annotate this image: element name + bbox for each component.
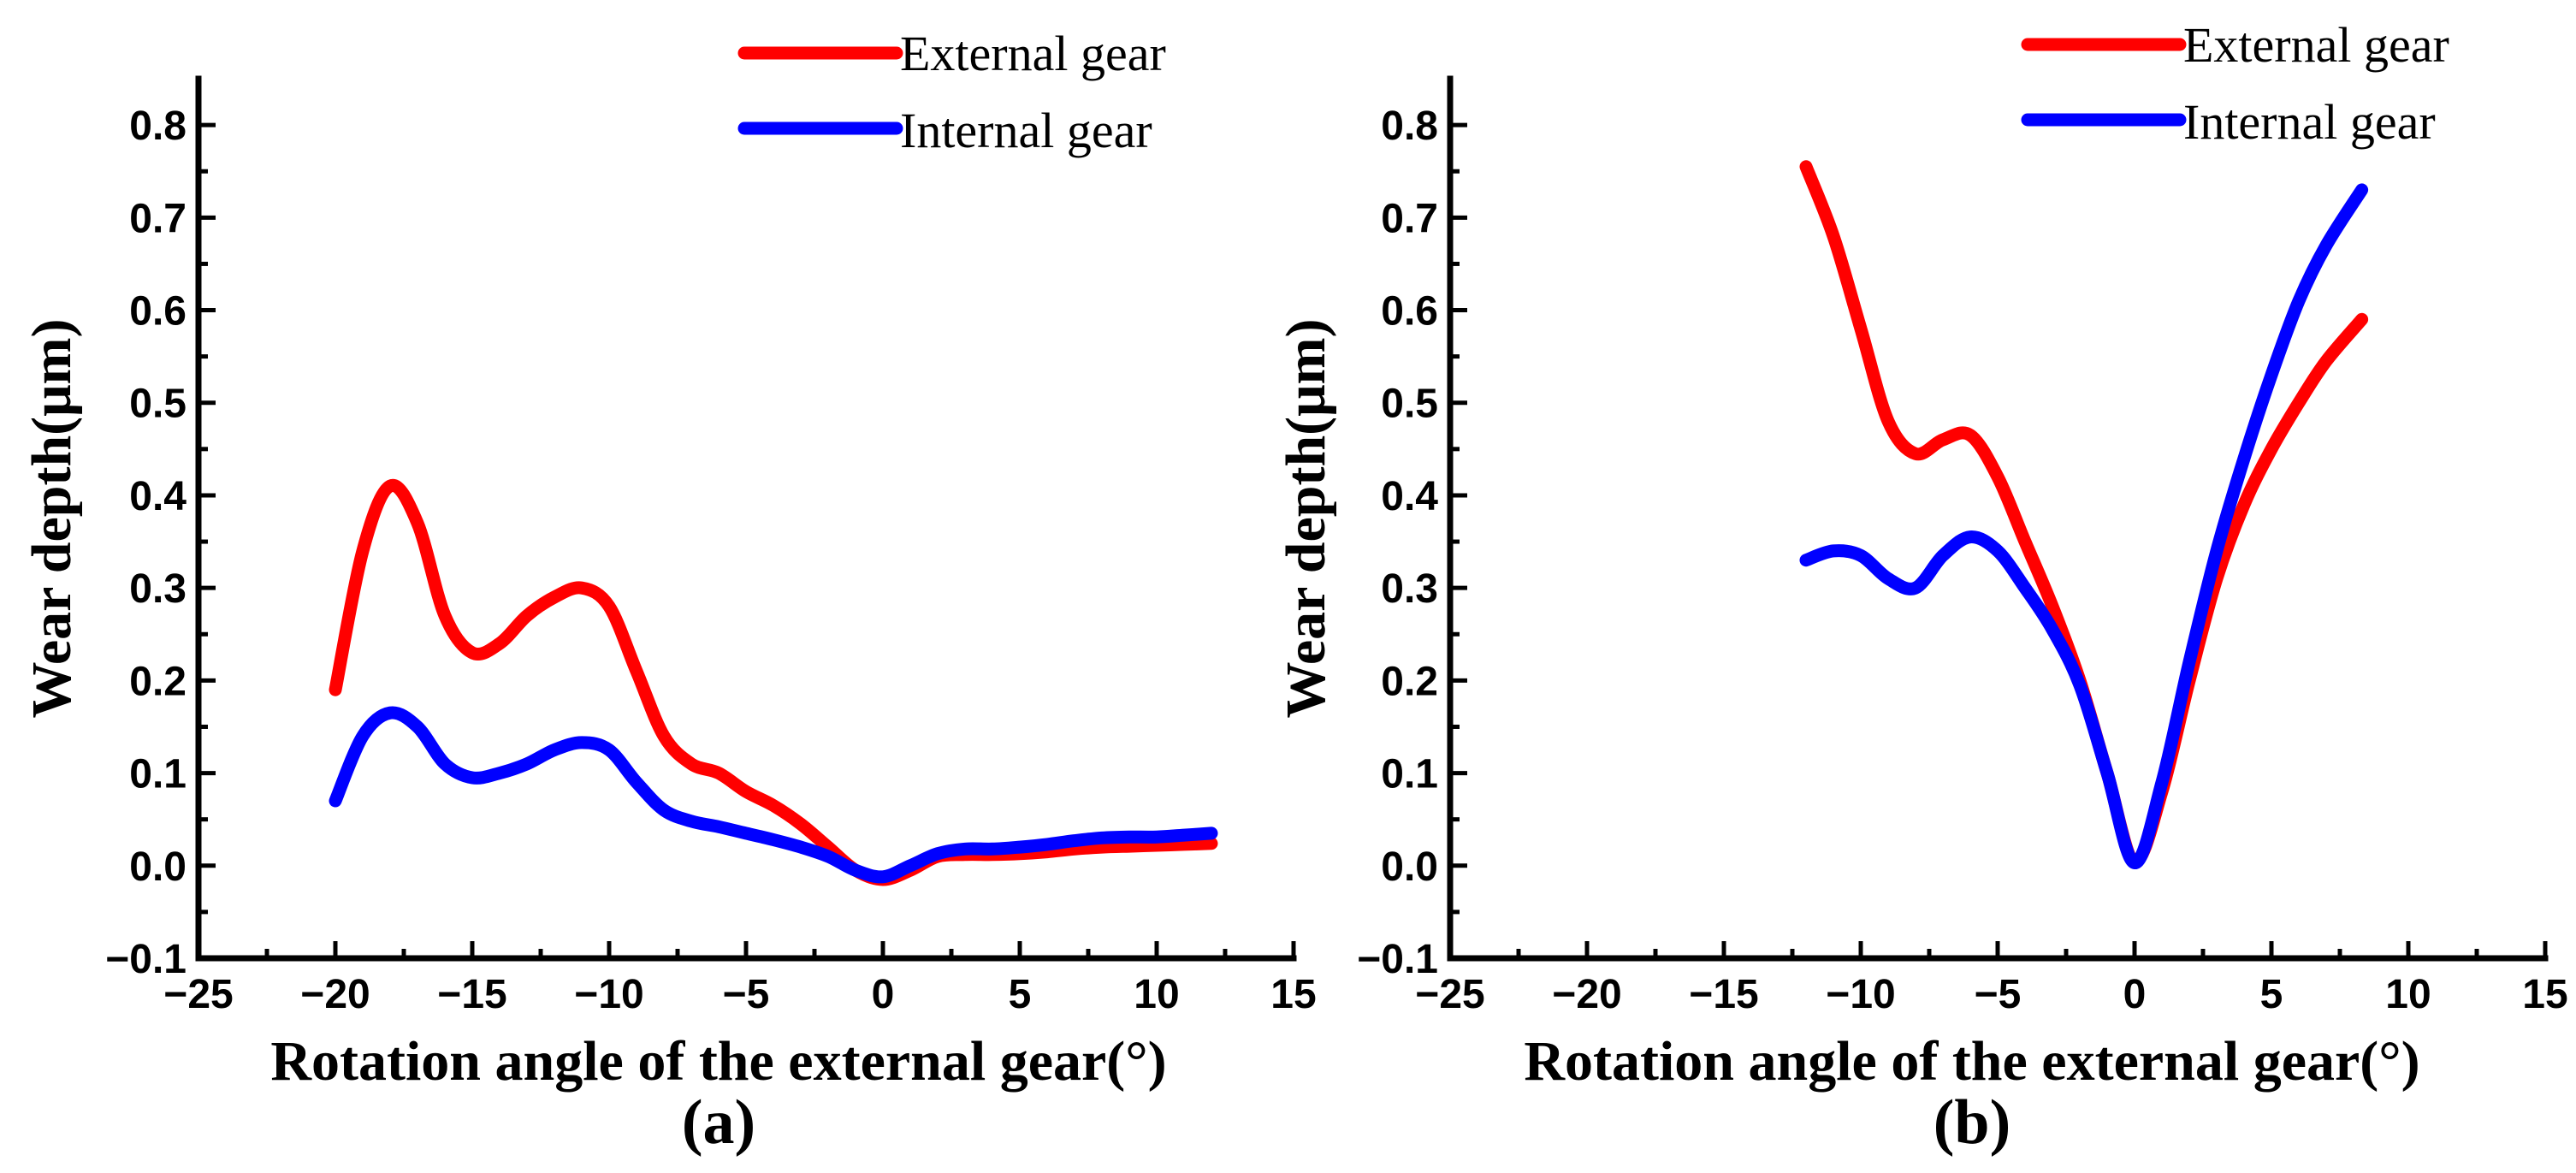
series-b bbox=[1799, 160, 2369, 869]
ticks-a: −25 −20 −15 −10 −5 0 5 10 15 −0.1 0.0 0.1 0.2 0.3 0.4 0… bbox=[105, 104, 1316, 1017]
x-tick-label-a: 0 bbox=[872, 972, 895, 1017]
series-line-external-a bbox=[329, 478, 1218, 886]
legend-b: External gear Internal gear bbox=[2021, 17, 2449, 150]
ticks-b: −25 −20 −15 −10 −5 0 5 10 15 −0.1 0.0 0.1 0.2 0.3 0.4 0… bbox=[1357, 104, 2567, 1017]
x-tick-label-b: 5 bbox=[2260, 972, 2283, 1017]
legend-label-external-b: External gear bbox=[2183, 17, 2449, 73]
y-tick-label-a: 0.8 bbox=[129, 104, 187, 149]
y-axis-title-a: Wear depth(μm) bbox=[21, 319, 83, 719]
y-tick-label-a: 0.0 bbox=[129, 844, 187, 890]
legend-label-internal-b: Internal gear bbox=[2183, 94, 2436, 150]
y-axis-title-b: Wear depth(μm) bbox=[1275, 319, 1337, 719]
x-tick-label-b: 15 bbox=[2522, 972, 2567, 1017]
y-tick-label-b: 0.7 bbox=[1381, 196, 1438, 241]
x-tick-label-a: 10 bbox=[1134, 972, 1179, 1017]
x-tick-label-a: −10 bbox=[574, 972, 643, 1017]
y-tick-label-b: 0.6 bbox=[1381, 289, 1438, 335]
y-tick-label-a: 0.5 bbox=[129, 382, 187, 427]
y-tick-label-b: 0.2 bbox=[1381, 659, 1438, 704]
x-axis-title-a: Rotation angle of the external gear(°) bbox=[270, 1030, 1166, 1093]
y-tick-label-b: 0.8 bbox=[1381, 104, 1438, 149]
x-tick-label-a: −20 bbox=[300, 972, 370, 1017]
y-tick-label-b: 0.4 bbox=[1381, 474, 1438, 519]
y-tick-label-a: 0.4 bbox=[129, 474, 187, 519]
chart-panel-a: −25 −20 −15 −10 −5 0 5 10 15 −0.1 0.0 0.1 0.2 0.3 0.4 0… bbox=[21, 26, 1317, 1158]
x-tick-label-a: 5 bbox=[1009, 972, 1032, 1017]
x-axis-title-b: Rotation angle of the external gear(°) bbox=[1524, 1030, 2419, 1093]
y-tick-label-b: 0.0 bbox=[1381, 844, 1438, 890]
x-tick-label-b: 0 bbox=[2123, 972, 2147, 1017]
x-tick-label-b: −20 bbox=[1552, 972, 1621, 1017]
y-tick-label-b: 0.1 bbox=[1381, 752, 1438, 797]
y-tick-label-b: 0.3 bbox=[1381, 566, 1438, 612]
x-tick-label-a: −5 bbox=[723, 972, 770, 1017]
y-tick-label-a: 0.3 bbox=[129, 566, 187, 612]
y-tick-label-b: −0.1 bbox=[1357, 937, 1438, 982]
series-a bbox=[329, 478, 1218, 886]
y-tick-label-a: 0.7 bbox=[129, 196, 187, 241]
panel-label-b: (b) bbox=[1933, 1087, 2010, 1158]
x-tick-label-a: −15 bbox=[437, 972, 506, 1017]
y-tick-label-a: 0.2 bbox=[129, 659, 187, 704]
x-tick-label-b: −25 bbox=[1415, 972, 1484, 1017]
axes-a bbox=[195, 75, 1297, 962]
legend-a: External gear Internal gear bbox=[737, 26, 1166, 158]
y-tick-label-a: 0.1 bbox=[129, 752, 187, 797]
y-tick-label-a: 0.6 bbox=[129, 289, 187, 335]
y-tick-label-a: −0.1 bbox=[105, 937, 187, 982]
x-tick-label-b: −10 bbox=[1826, 972, 1895, 1017]
chart-panel-b: −25 −20 −15 −10 −5 0 5 10 15 −0.1 0.0 0.1 0.2 0.3 0.4 0… bbox=[1275, 17, 2568, 1158]
panel-label-a: (a) bbox=[682, 1087, 755, 1158]
x-tick-label-b: −15 bbox=[1689, 972, 1758, 1017]
series-line-internal-a bbox=[329, 706, 1218, 884]
legend-label-internal-a: Internal gear bbox=[900, 103, 1152, 158]
axes-b bbox=[1447, 75, 2549, 962]
y-tick-label-b: 0.5 bbox=[1381, 382, 1438, 427]
series-line-external-b bbox=[1799, 160, 2369, 868]
x-tick-label-a: −25 bbox=[163, 972, 233, 1017]
x-tick-label-b: −5 bbox=[1975, 972, 2022, 1017]
x-tick-label-a: 15 bbox=[1270, 972, 1316, 1017]
legend-label-external-a: External gear bbox=[900, 26, 1166, 81]
x-tick-label-b: 10 bbox=[2385, 972, 2431, 1017]
series-line-internal-b bbox=[1799, 183, 2369, 869]
